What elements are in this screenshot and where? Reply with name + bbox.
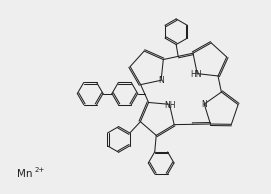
Text: NH: NH (165, 101, 176, 110)
Text: N: N (158, 76, 164, 85)
Text: N: N (201, 100, 207, 109)
Text: Mn: Mn (17, 169, 33, 179)
Text: HN: HN (191, 70, 202, 79)
Text: 2+: 2+ (34, 167, 44, 173)
